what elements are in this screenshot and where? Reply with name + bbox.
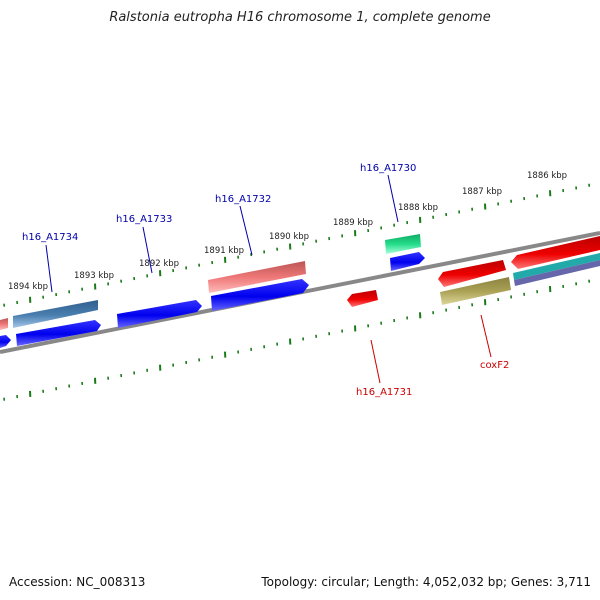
cds-feature[interactable] <box>211 279 309 311</box>
scale-label: 1892 kbp <box>139 259 179 269</box>
scale-label: 1888 kbp <box>398 203 438 213</box>
cds-feature[interactable] <box>16 320 101 346</box>
leader-line <box>480 314 492 358</box>
cds-feature[interactable] <box>438 260 506 287</box>
scale-label: 1889 kbp <box>333 218 373 228</box>
gene-label-h16-a1731[interactable]: h16_A1731 <box>356 387 412 398</box>
scale-track-forward <box>3 183 591 307</box>
scale-label: 1887 kbp <box>462 187 502 197</box>
gene-feature[interactable] <box>385 234 421 254</box>
gene-feature[interactable] <box>0 318 8 330</box>
scale-labels: 1894 kbp 1893 kbp 1892 kbp 1891 kbp 1890… <box>8 171 567 292</box>
gene-feature[interactable] <box>513 253 600 280</box>
gene-feature[interactable] <box>208 261 306 293</box>
leader-line <box>45 244 53 293</box>
cds-feature[interactable] <box>390 252 425 271</box>
gene-label-coxf2[interactable]: coxF2 <box>480 360 509 371</box>
leader-line <box>142 226 153 274</box>
leader-line <box>387 174 399 223</box>
gene-labels: h16_A1734 h16_A1733 h16_A1732 h16_A1730 … <box>22 163 509 398</box>
forward-features <box>0 234 425 348</box>
gene-label-h16-a1730[interactable]: h16_A1730 <box>360 163 416 174</box>
scale-label: 1894 kbp <box>8 282 48 292</box>
scale-label: 1893 kbp <box>74 271 114 281</box>
genome-summary-text: Topology: circular; Length: 4,052,032 bp… <box>261 575 591 589</box>
label-leaders <box>45 174 492 384</box>
cds-feature[interactable] <box>117 300 202 328</box>
gene-label-h16-a1732[interactable]: h16_A1732 <box>215 194 271 205</box>
map-title: Ralstonia eutropha H16 chromosome 1, com… <box>109 10 491 25</box>
gene-feature[interactable] <box>514 260 600 286</box>
scale-label: 1890 kbp <box>269 232 309 242</box>
gene-label-h16-a1734[interactable]: h16_A1734 <box>22 232 78 243</box>
gene-feature[interactable] <box>13 300 98 328</box>
cds-feature[interactable] <box>511 236 600 269</box>
scale-label: 1891 kbp <box>204 246 244 256</box>
leader-line <box>239 205 253 256</box>
leader-line <box>370 339 381 384</box>
scale-label: 1886 kbp <box>527 171 567 181</box>
cds-feature[interactable] <box>0 335 11 348</box>
gene-feature[interactable] <box>440 277 511 305</box>
cds-feature[interactable] <box>347 290 378 307</box>
accession-text: Accession: NC_008313 <box>9 575 146 589</box>
scale-track-reverse <box>3 279 591 401</box>
reverse-features <box>347 236 600 307</box>
gene-label-h16-a1733[interactable]: h16_A1733 <box>116 214 172 225</box>
